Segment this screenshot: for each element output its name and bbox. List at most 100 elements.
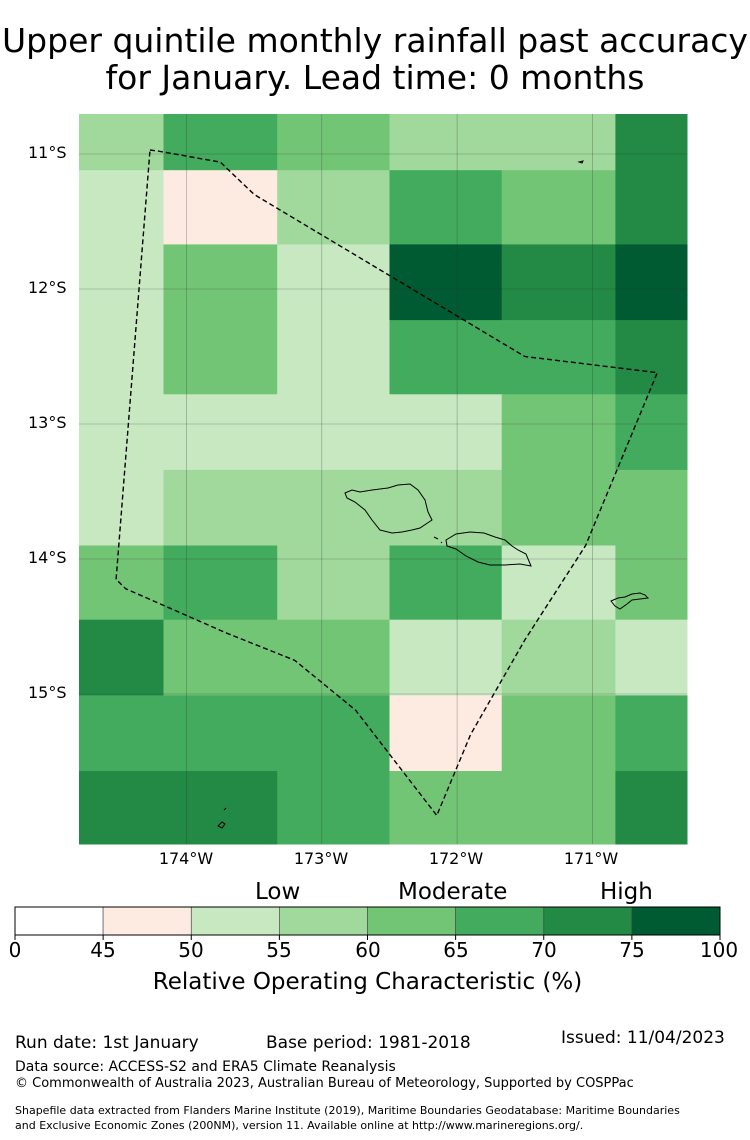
grid-cell <box>79 244 164 321</box>
grid-cell <box>79 545 164 621</box>
grid-cell <box>163 695 278 772</box>
cb-tick-55: 55 <box>266 938 292 962</box>
grid-cell <box>501 394 616 471</box>
grid-cell <box>389 244 503 321</box>
grid-cell <box>501 114 616 171</box>
grid-cell <box>277 695 390 772</box>
grid-cell <box>501 320 616 395</box>
cb-tick-60: 60 <box>355 938 381 962</box>
category-moderate: Moderate <box>398 879 508 905</box>
colorbar-segment <box>367 906 456 936</box>
run-date: Run date: 1st January <box>15 1033 199 1053</box>
grid-cell <box>615 170 688 245</box>
colorbar-segment <box>102 906 192 936</box>
grid-cell <box>277 170 390 245</box>
grid-cell <box>277 469 390 546</box>
grid-cell <box>277 244 390 321</box>
lon-label-171: 171°W <box>563 849 619 868</box>
title-line-2: for January. Lead time: 0 months <box>105 58 645 97</box>
small-islet-east <box>433 536 443 544</box>
lat-label-11: 11°S <box>28 143 67 162</box>
lon-label-173: 173°W <box>293 849 349 868</box>
grid-cell <box>501 695 616 772</box>
grid-cell <box>615 244 688 321</box>
category-high: High <box>600 879 653 905</box>
cb-tick-70: 70 <box>531 938 557 962</box>
grid-cell <box>277 545 390 621</box>
grid-cell <box>615 114 688 171</box>
grid-cell <box>615 545 688 621</box>
colorbar-xlabel: Relative Operating Characteristic (%) <box>152 969 583 995</box>
swains-islet <box>577 160 584 164</box>
upolu-island <box>445 531 532 567</box>
grid-cell <box>163 394 278 471</box>
colorbar <box>14 906 721 940</box>
copyright: © Commonwealth of Australia 2023, Austra… <box>15 1076 634 1091</box>
grid-cell <box>501 619 616 696</box>
colorbar-segment <box>191 906 280 936</box>
colorbar-segment <box>631 906 721 936</box>
category-low: Low <box>255 879 301 905</box>
grid-cell <box>277 114 390 171</box>
grid-cell <box>79 114 164 171</box>
grid-cell <box>389 170 503 245</box>
grid-cell <box>163 114 278 171</box>
grid-cell <box>501 545 616 621</box>
grid-cell <box>615 320 688 395</box>
grid-cell <box>501 244 616 321</box>
grid-cell <box>501 771 616 845</box>
grid-cell <box>79 170 164 245</box>
lat-label-14: 14°S <box>28 548 67 567</box>
map-title: Upper quintile monthly rainfall past acc… <box>0 22 750 96</box>
grid-cell <box>389 114 503 171</box>
grid-cell <box>615 695 688 772</box>
grid-cell <box>615 619 688 696</box>
lon-label-174: 174°W <box>158 849 214 868</box>
eez-boundary <box>115 149 659 817</box>
grid-cell <box>615 771 688 845</box>
grid-cell <box>277 619 390 696</box>
shapefile-credit: Shapefile data extracted from Flanders M… <box>15 1103 750 1133</box>
cb-tick-65: 65 <box>443 938 469 962</box>
coastlines <box>217 160 650 829</box>
accuracy-grid <box>79 114 688 845</box>
cb-tick-50: 50 <box>178 938 204 962</box>
base-period: Base period: 1981-2018 <box>266 1033 471 1053</box>
grid-cell <box>277 394 390 471</box>
colorbar-segment <box>14 906 104 936</box>
grid-cell <box>389 394 503 471</box>
issued-date: Issued: 11/04/2023 <box>561 1028 725 1048</box>
grid-cell <box>79 619 164 696</box>
lat-label-15: 15°S <box>28 683 67 702</box>
title-line-1: Upper quintile monthly rainfall past acc… <box>2 21 748 60</box>
southern-islet <box>217 807 227 829</box>
data-source: Data source: ACCESS-S2 and ERA5 Climate … <box>15 1059 396 1075</box>
grid-cell <box>389 469 503 546</box>
grid-cell <box>79 771 164 845</box>
grid-cell <box>163 320 278 395</box>
grid-cell <box>79 320 164 395</box>
lat-label-13: 13°S <box>28 413 67 432</box>
grid-cell <box>389 545 503 621</box>
grid-cell <box>79 695 164 772</box>
grid-cell <box>163 244 278 321</box>
grid-cell <box>163 545 278 621</box>
grid-cell <box>163 771 278 845</box>
map-gridlines <box>79 114 687 844</box>
colorbar-segment <box>543 906 633 936</box>
grid-cell <box>615 469 688 546</box>
tutuila-island <box>610 592 650 610</box>
savaii-island <box>344 483 433 534</box>
grid-cell <box>615 394 688 471</box>
lon-label-172: 172°W <box>428 849 484 868</box>
grid-cell <box>389 695 503 772</box>
grid-cell <box>277 771 390 845</box>
cb-tick-100: 100 <box>699 938 739 962</box>
cb-tick-0: 0 <box>8 938 22 962</box>
grid-cell <box>163 619 278 696</box>
grid-cell <box>389 619 503 696</box>
colorbar-segment <box>279 906 368 936</box>
grid-cell <box>501 469 616 546</box>
grid-cell <box>163 170 278 245</box>
